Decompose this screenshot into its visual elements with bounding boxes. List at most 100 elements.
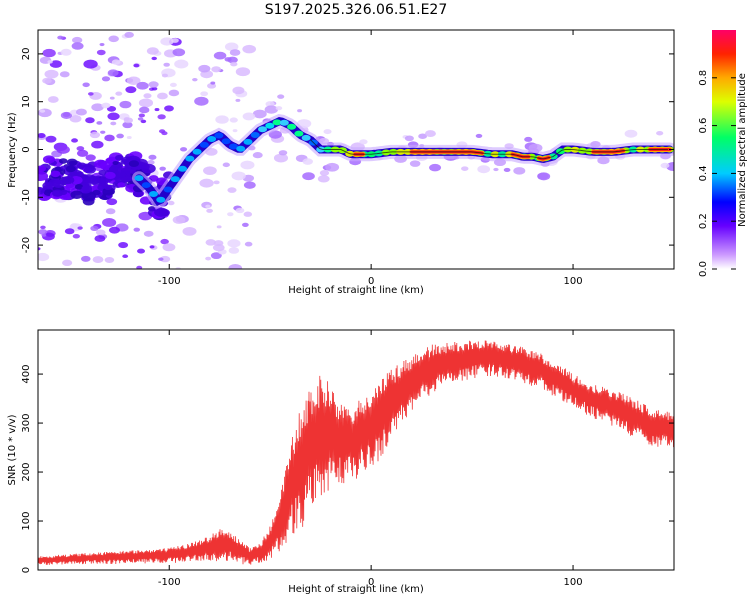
spectral-noise-blob — [151, 56, 157, 61]
spectral-noise-blob — [60, 111, 73, 119]
y-tick-label: 400 — [21, 365, 32, 384]
spectral-noise-blob — [38, 229, 48, 235]
spectral-noise-blob — [44, 69, 59, 79]
spectral-noise-blob — [115, 91, 123, 96]
spectral-noise-blob — [148, 154, 157, 160]
spectral-noise-blob — [477, 165, 491, 174]
spectral-noise-blob — [140, 119, 147, 124]
spectral-noise-blob — [77, 226, 83, 230]
spectral-noise-blob — [227, 187, 237, 193]
spectral-noise-blob — [133, 63, 140, 68]
spectral-noise-blob — [147, 160, 155, 165]
spectral-cluster-blob — [141, 163, 156, 174]
spectral-noise-blob — [136, 81, 149, 90]
spectral-noise-blob — [297, 109, 303, 113]
colorbar-tick-label: 0.0 — [698, 261, 709, 277]
spectral-noise-blob — [69, 115, 82, 123]
spectral-cluster-blob — [158, 209, 169, 217]
spectral-cluster-blob — [59, 189, 68, 196]
spectral-noise-blob — [126, 135, 132, 140]
spectral-noise-blob — [159, 255, 171, 263]
spectral-noise-blob — [105, 208, 116, 215]
spectral-noise-blob — [90, 225, 99, 231]
spectral-noise-blob — [92, 256, 104, 263]
spectral-noise-blob — [162, 243, 176, 252]
spectral-cluster-blob — [70, 190, 84, 200]
x-tick-label: 0 — [368, 577, 374, 588]
spectral-noise-blob — [56, 145, 70, 154]
spectral-noise-blob — [660, 162, 670, 169]
spectral-noise-blob — [228, 247, 240, 254]
spectral-noise-blob — [95, 229, 106, 236]
spectral-noise-blob — [161, 73, 169, 78]
spectral-cluster-blob — [98, 169, 107, 176]
spectral-cluster-blob — [128, 160, 140, 168]
spectral-noise-blob — [210, 81, 216, 85]
ridge-blob — [148, 191, 158, 198]
spectral-noise-blob — [85, 154, 96, 161]
spectral-noise-blob — [151, 86, 158, 91]
spectral-noise-blob — [182, 226, 197, 236]
spectral-noise-blob — [122, 121, 133, 129]
spectral-noise-blob — [475, 133, 483, 138]
spectral-noise-blob — [71, 138, 79, 143]
ridge-blob — [228, 143, 238, 150]
spectral-noise-blob — [72, 233, 80, 239]
spectral-noise-blob — [231, 171, 246, 181]
spectral-noise-blob — [252, 109, 267, 119]
spectral-noise-blob — [75, 108, 87, 116]
spectral-noise-blob — [118, 241, 129, 249]
spectral-noise-blob — [158, 257, 164, 261]
spectral-noise-blob — [108, 226, 120, 234]
spectral-noise-blob — [537, 172, 551, 181]
spectral-noise-blob — [157, 114, 166, 120]
spectral-noise-blob — [101, 102, 111, 109]
x-tick-label: -100 — [158, 577, 181, 588]
spectral-noise-blob — [242, 44, 257, 54]
spectrogram-image — [38, 31, 674, 269]
x-tick-label: -100 — [158, 276, 181, 287]
ridge-blob — [192, 148, 202, 155]
x-tick-label: 100 — [564, 276, 583, 287]
spectrogram-xlabel: Height of straight line (km) — [288, 285, 424, 296]
ridge-blob — [207, 135, 217, 142]
spectrogram-ylabel: Frequency (Hz) — [7, 112, 18, 188]
colorbar-gradient — [712, 30, 736, 269]
spectral-noise-blob — [138, 113, 145, 118]
spectral-noise-blob — [323, 129, 332, 135]
spectral-noise-blob — [70, 223, 78, 228]
spectral-noise-blob — [216, 225, 222, 229]
spectral-noise-blob — [213, 51, 227, 60]
ridge-blob — [279, 119, 289, 126]
spectral-noise-blob — [146, 47, 159, 55]
spectral-noise-blob — [47, 96, 59, 103]
spectral-noise-blob — [45, 135, 57, 143]
colorbar: 0.0 0.2 0.4 0.6 0.8 Normalized spectral ampl… — [698, 30, 748, 277]
ridge-blob — [185, 155, 195, 162]
ridge-blob — [243, 138, 253, 145]
spectral-noise-blob — [278, 150, 288, 156]
spectral-cluster-blob — [61, 175, 75, 185]
spectral-noise-blob — [124, 31, 134, 38]
colorbar-tick-label: 0.4 — [698, 165, 709, 181]
spectral-noise-blob — [302, 158, 313, 165]
spectral-cluster-blob — [117, 182, 126, 188]
spectral-noise-blob — [404, 135, 414, 142]
spectral-noise-blob — [174, 59, 189, 69]
ridge-blob — [199, 141, 209, 148]
spectral-noise-blob — [275, 106, 283, 111]
spectral-noise-blob — [359, 139, 368, 145]
spectral-noise-blob — [42, 77, 52, 84]
x-tick-label: 0 — [368, 276, 374, 287]
spectral-noise-blob — [656, 130, 664, 136]
spectral-noise-blob — [325, 162, 340, 172]
spectral-noise-blob — [111, 59, 121, 65]
spectral-noise-blob — [138, 106, 150, 114]
spectral-noise-blob — [125, 86, 137, 94]
spectral-noise-blob — [89, 131, 101, 139]
spectral-noise-blob — [213, 180, 220, 185]
spectral-noise-blob — [493, 167, 499, 172]
spectral-noise-blob — [38, 133, 46, 139]
spectral-noise-blob — [71, 42, 84, 50]
spectral-cluster-blob — [74, 184, 84, 190]
